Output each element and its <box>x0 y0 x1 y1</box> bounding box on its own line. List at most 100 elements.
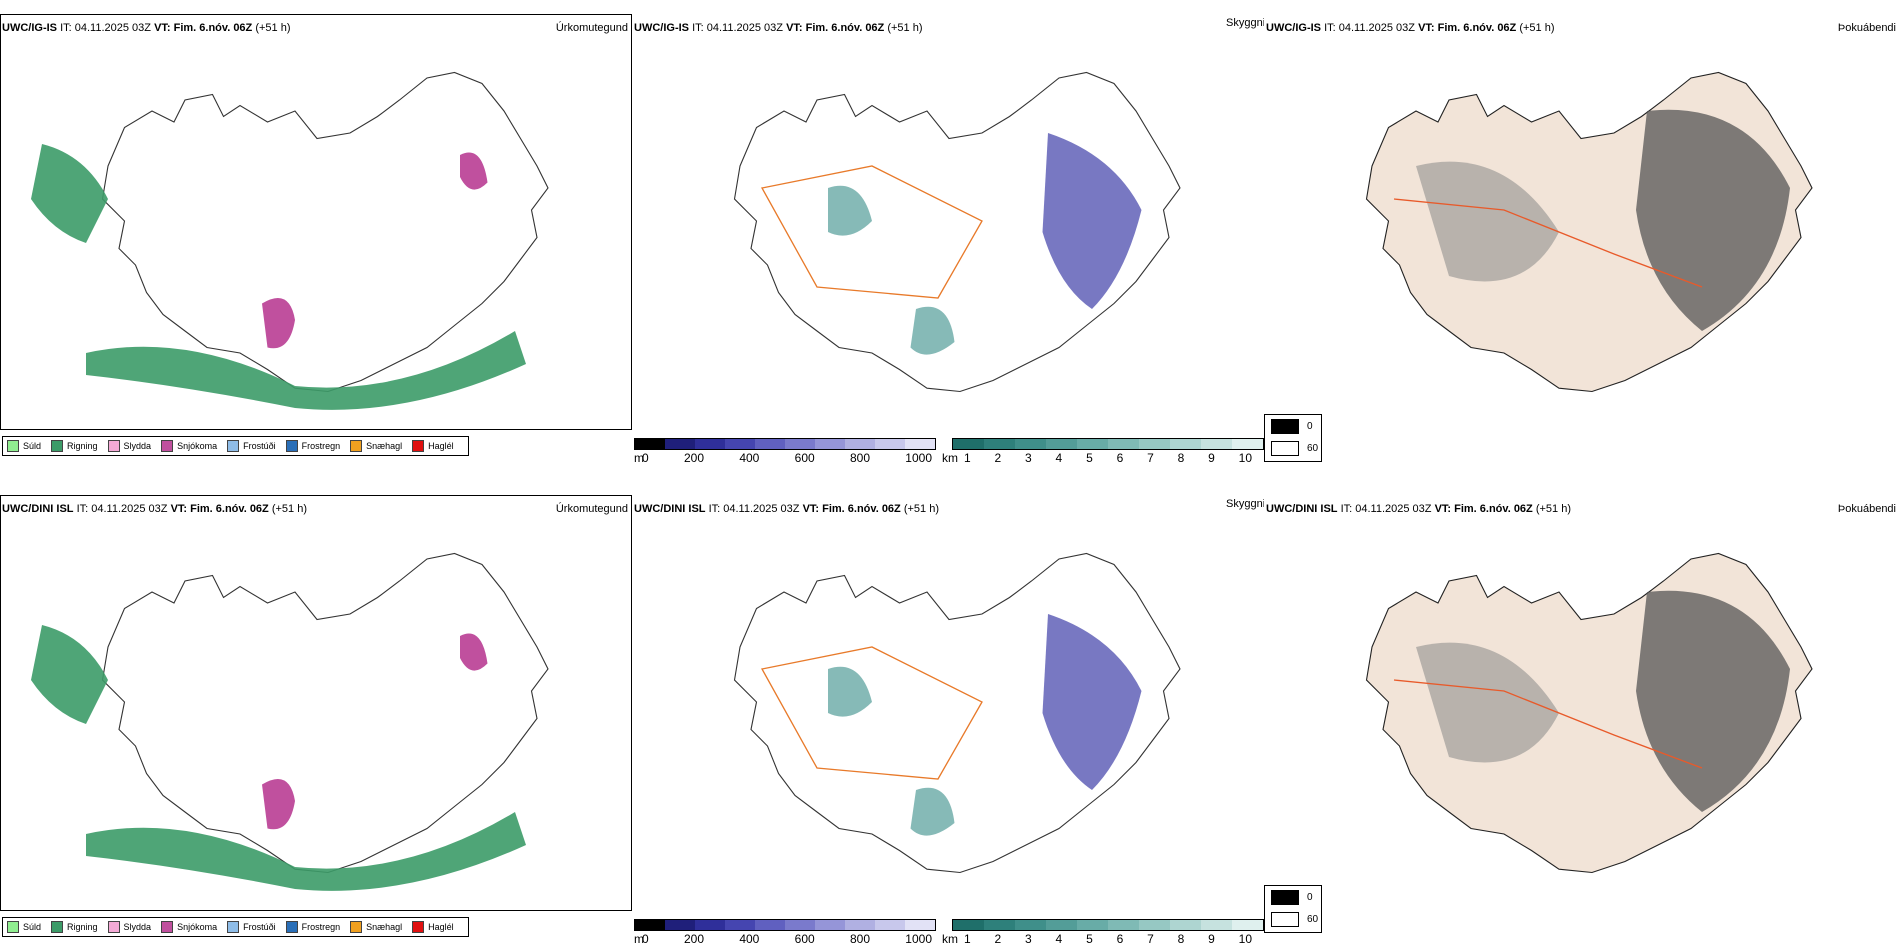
lead-time: (+51 h) <box>1519 22 1555 34</box>
island-group <box>733 552 1181 874</box>
colorbar-tick-label: 7 <box>1147 932 1154 945</box>
legend-label: Snjókoma <box>177 922 218 932</box>
legend-swatch <box>161 921 174 933</box>
road-network <box>1393 198 1703 288</box>
vt-label: VT: <box>1418 22 1435 34</box>
legend-swatch <box>227 440 240 452</box>
fog-legend-label: 0 <box>1307 420 1313 432</box>
legend-label: Frostúði <box>243 441 276 451</box>
vt-value: Fim. 6.nóv. 06Z <box>822 503 901 515</box>
colorbar-segment <box>845 920 875 930</box>
colorbar-segment <box>725 920 755 930</box>
it-label: IT: <box>60 22 72 34</box>
fog-map <box>1365 552 1813 874</box>
colorbar-tick-label: 3 <box>1025 932 1032 945</box>
vt-value: Fim. 6.nóv. 06Z <box>190 503 269 515</box>
colorbar-segment <box>785 920 815 930</box>
colorbar-tick-label: 1000 <box>905 932 932 945</box>
legend-swatch <box>412 440 425 452</box>
colorbar-tick-label: 200 <box>683 451 705 465</box>
precip-type-panel-bottom: UWC/DINI ISL IT: 04.11.2025 03Z VT: Fim.… <box>0 495 632 945</box>
fog-legend-label: 60 <box>1307 442 1319 454</box>
colorbar-segment <box>905 920 935 930</box>
snow-area <box>460 633 488 671</box>
rain-area <box>86 331 526 410</box>
colorbar-tick-label: 2 <box>994 451 1002 465</box>
legend-label: Slydda <box>123 441 152 451</box>
colorbar-tick-label: 5 <box>1086 451 1093 465</box>
lead-time: (+51 h) <box>255 22 291 34</box>
legend-item: Slydda <box>107 440 152 452</box>
legend-swatch <box>161 440 174 452</box>
vt-value: Fim. 6.nóv. 06Z <box>1437 22 1517 34</box>
fog-dense-area <box>1636 109 1790 332</box>
colorbar-tick-label: 600 <box>794 451 815 465</box>
colorbar-segment <box>635 439 665 449</box>
road-network <box>1393 679 1703 769</box>
legend-item: Snæhagl <box>350 440 402 452</box>
colorbar-tick-label: 3 <box>1025 451 1032 465</box>
model-name: UWC/DINI ISL <box>634 503 706 515</box>
colorbar-segment <box>875 439 905 449</box>
vt-label: VT: <box>170 503 188 515</box>
colorbar-segment <box>1232 920 1263 930</box>
lead-time: (+51 h) <box>271 503 308 515</box>
legend-swatch <box>51 921 64 933</box>
colorbar-tick-label: 200 <box>683 932 705 945</box>
model-name: UWC/IG-IS <box>2 22 57 34</box>
legend-label: Snæhagl <box>366 441 403 451</box>
legend-label: Rigning <box>67 441 98 451</box>
field-name: Þokuábendi <box>1837 22 1896 34</box>
colorbar-tick-label: 9 <box>1208 932 1215 945</box>
colorbar-tick-label: 400 <box>739 932 760 945</box>
lead-time: (+51 h) <box>903 503 940 515</box>
colorbar-segment <box>845 439 875 449</box>
it-value: 04.11.2025 03Z <box>723 503 800 515</box>
fog-legend-row: 0 <box>1265 415 1321 437</box>
ceiling-unit: m <box>634 932 644 945</box>
colorbar-tick-label: 6 <box>1116 451 1124 465</box>
legend-item: Slydda <box>107 921 151 933</box>
fog-legend-row: 0 <box>1265 886 1321 908</box>
fog-legend-row: 60 <box>1265 437 1321 459</box>
precip-legend: Súld Rigning Slydda Snjókoma Frostúði Frostre… <box>2 436 469 456</box>
snow-area <box>262 779 295 830</box>
vt-label: VT: <box>1434 503 1452 515</box>
legend-item: Frostregn <box>285 440 340 452</box>
panel-header: UWC/IG-IS IT: 04.11.2025 03Z VT: Fim. 6.… <box>634 22 923 34</box>
vt-label: VT: <box>802 503 820 515</box>
legend-swatch <box>51 440 64 452</box>
legend-label: Rigning <box>67 922 98 932</box>
colorbar-segment <box>1170 920 1201 930</box>
colorbar-segment <box>815 439 845 449</box>
legend-label: Súld <box>23 441 42 451</box>
colorbar-tick-label: 5 <box>1086 932 1093 945</box>
vt-label: VT: <box>786 22 803 34</box>
it-value: 04.11.2025 03Z <box>706 22 783 34</box>
legend-swatch <box>350 440 363 452</box>
colorbar-segment <box>635 920 665 930</box>
model-name: UWC/IG-IS <box>1266 22 1321 34</box>
legend-swatch <box>412 921 425 933</box>
low-visibility-area <box>828 185 872 236</box>
legend-swatch <box>107 921 120 933</box>
it-label: IT: <box>692 22 704 34</box>
colorbar-segment <box>1108 920 1139 930</box>
panel-header: UWC/DINI ISL IT: 04.11.2025 03Z VT: Fim.… <box>1266 503 1571 515</box>
fog-map <box>1365 71 1813 393</box>
island-group <box>1365 552 1813 874</box>
cloud-map <box>733 552 1181 874</box>
colorbar-segment <box>953 439 984 449</box>
low-visibility-area <box>910 306 955 355</box>
colorbar-segment <box>1046 920 1077 930</box>
colorbar-tick-label: 800 <box>849 451 870 465</box>
field-name: Þokuábendi <box>1837 503 1896 515</box>
island-group <box>31 71 549 410</box>
colorbar-segment <box>1046 439 1077 449</box>
legend-swatch <box>7 921 19 933</box>
colorbar-tick-label: 0 <box>642 932 649 945</box>
model-name: UWC/IG-IS <box>634 22 689 34</box>
colorbar-segment <box>665 439 695 449</box>
field-name: Skyggni <box>1226 17 1264 29</box>
ceiling-unit: m <box>634 451 644 465</box>
